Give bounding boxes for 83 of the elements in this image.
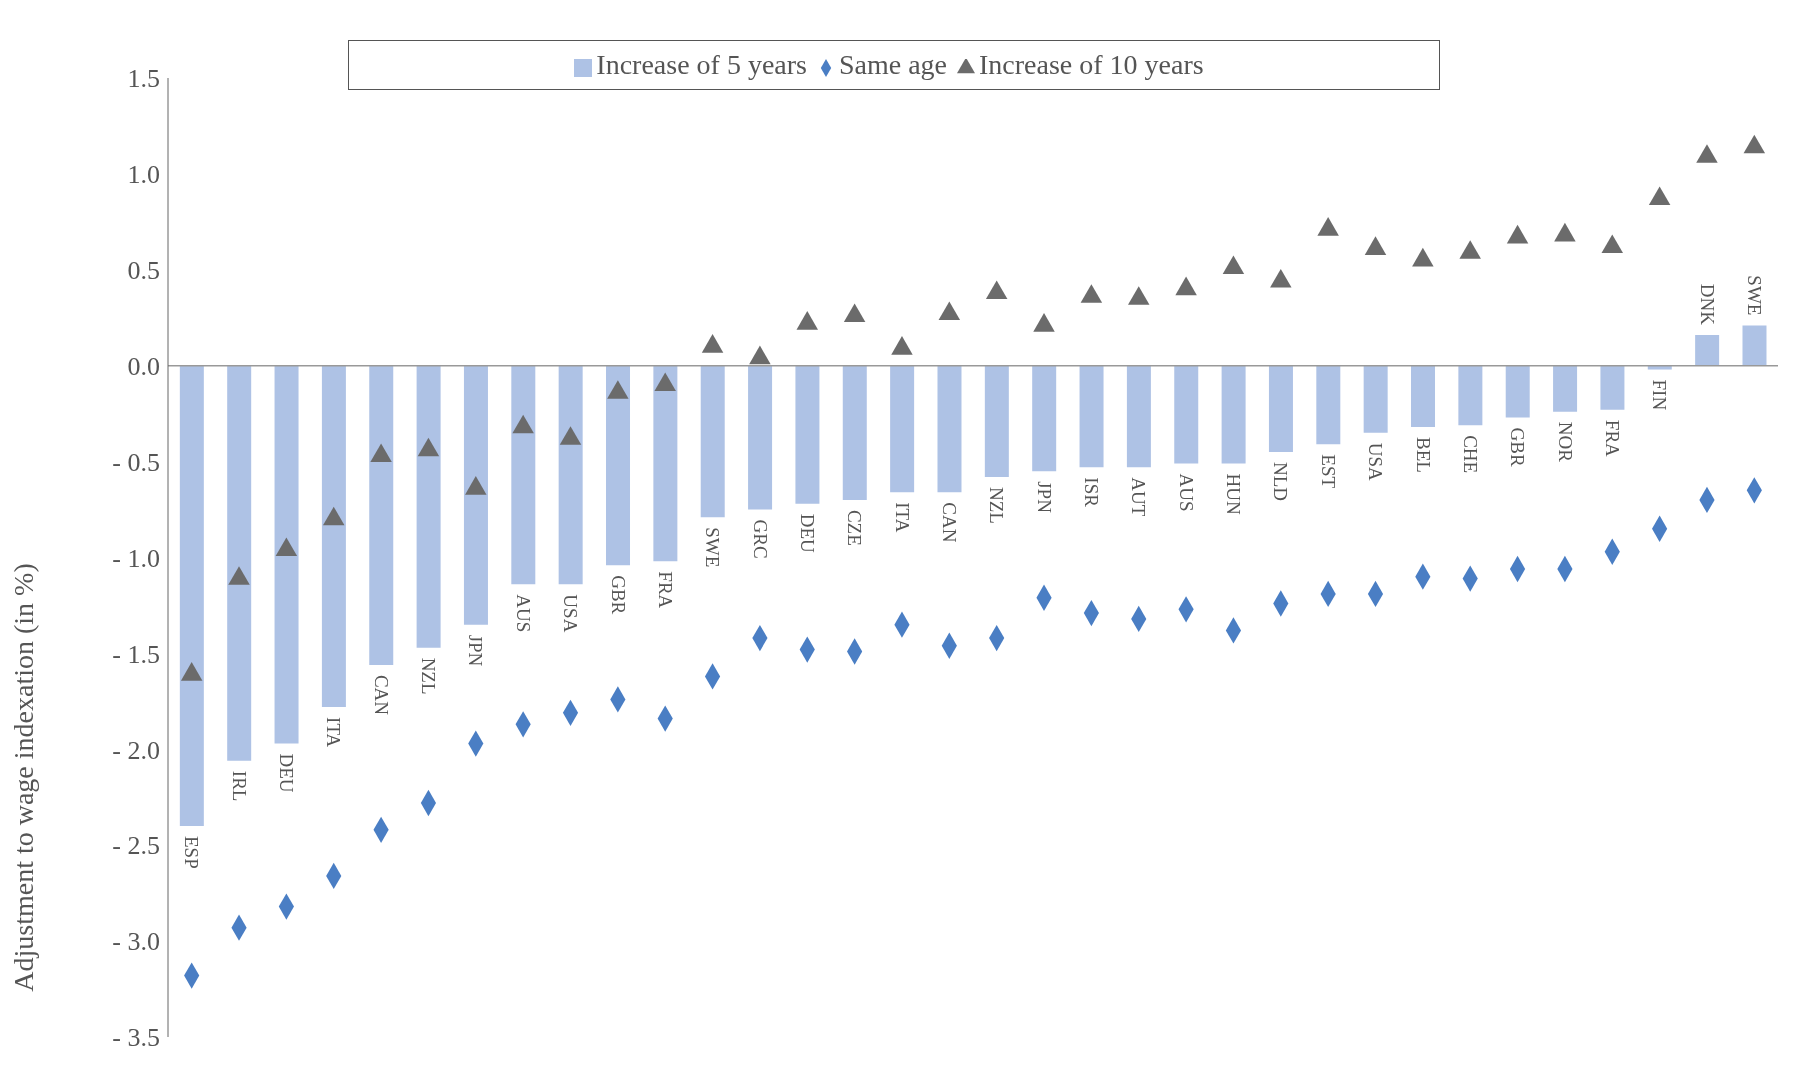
bar: [227, 365, 252, 761]
x-tick-label: FRA: [1601, 419, 1623, 458]
bar: [511, 365, 536, 585]
bar: [890, 365, 915, 493]
x-tick-label: DEU: [276, 753, 298, 793]
x-tick-label: DEU: [796, 513, 818, 554]
x-tick-label: AUT: [1128, 477, 1150, 517]
x-tick-label: DNK: [1696, 283, 1718, 326]
legend-label: Increase of 10 years: [979, 49, 1204, 80]
x-tick-label: BEL: [1412, 437, 1434, 473]
bar: [321, 365, 346, 708]
bar: [179, 365, 204, 827]
x-tick-label: SWE: [702, 527, 724, 568]
x-tick-label: CZE: [844, 509, 866, 546]
bar: [274, 365, 299, 744]
bar: [463, 365, 488, 625]
x-tick-label: NZL: [986, 486, 1008, 524]
x-tick-label: GRC: [749, 519, 771, 559]
y-tick-label: - 1.5: [112, 639, 160, 669]
x-tick-label: USA: [1365, 442, 1387, 482]
bar: [1647, 365, 1672, 370]
x-tick-label: IRL: [228, 770, 250, 802]
bar: [558, 365, 583, 585]
x-tick-label: CAN: [370, 674, 392, 716]
x-tick-label: ITA: [891, 502, 913, 533]
bar: [1742, 325, 1767, 366]
bar: [1458, 365, 1483, 426]
x-tick-label: EST: [1317, 454, 1339, 489]
bar: [1126, 365, 1151, 468]
y-tick-label: - 2.0: [112, 735, 160, 765]
bar: [937, 365, 962, 493]
y-tick-label: - 0.5: [112, 447, 160, 477]
bar: [1363, 365, 1388, 433]
bar: [748, 365, 773, 510]
legend-label: Increase of 5 years: [596, 49, 807, 80]
x-tick-label: ISR: [1081, 477, 1103, 508]
y-tick-label: - 3.5: [112, 1023, 160, 1053]
bar: [700, 365, 725, 518]
bar: [606, 365, 631, 566]
x-tick-label: GBR: [1507, 427, 1529, 467]
x-tick-label: CHE: [1459, 435, 1481, 474]
bar: [1221, 365, 1246, 464]
bar: [1695, 335, 1720, 366]
x-tick-label: NZL: [418, 657, 440, 695]
bar: [653, 365, 678, 562]
x-tick-label: AUS: [1175, 473, 1197, 512]
bar: [1174, 365, 1199, 464]
bar: [795, 365, 820, 504]
legend-label: Same age: [838, 49, 948, 80]
x-tick-label: USA: [560, 594, 582, 633]
bar: [1600, 365, 1625, 410]
bar: [1505, 365, 1530, 418]
y-tick-label: 1.5: [127, 64, 160, 94]
bar: [1079, 365, 1104, 468]
x-tick-label: NLD: [1270, 462, 1292, 502]
bar: [1411, 365, 1436, 428]
bar: [842, 365, 867, 500]
y-tick-label: 0.0: [127, 351, 160, 381]
bar: [1316, 365, 1341, 445]
y-axis-title: Adjustment to wage indexation (in %): [7, 563, 39, 992]
bar: [1268, 365, 1293, 453]
x-tick-label: FRA: [654, 571, 676, 609]
bar: [369, 365, 394, 665]
x-tick-label: ITA: [323, 717, 345, 748]
y-tick-label: - 2.5: [112, 831, 160, 861]
x-tick-label: FIN: [1649, 379, 1671, 411]
y-tick-label: - 1.0: [112, 543, 160, 573]
bar: [1553, 365, 1578, 412]
x-tick-label: CAN: [938, 502, 960, 543]
x-tick-label: GBR: [607, 575, 629, 615]
y-tick-label: 0.5: [127, 256, 160, 286]
bar: [984, 365, 1009, 477]
y-tick-label: 1.0: [127, 160, 160, 190]
x-tick-label: AUS: [512, 594, 534, 633]
x-tick-label: SWE: [1743, 275, 1765, 316]
x-tick-label: JPN: [1033, 481, 1055, 514]
x-tick-label: HUN: [1223, 473, 1245, 515]
y-tick-label: - 3.0: [112, 927, 160, 957]
x-tick-label: JPN: [465, 634, 487, 667]
bar: [1032, 365, 1057, 472]
bar: [416, 365, 441, 648]
x-tick-label: ESP: [181, 836, 203, 869]
x-tick-label: NOR: [1554, 421, 1576, 463]
